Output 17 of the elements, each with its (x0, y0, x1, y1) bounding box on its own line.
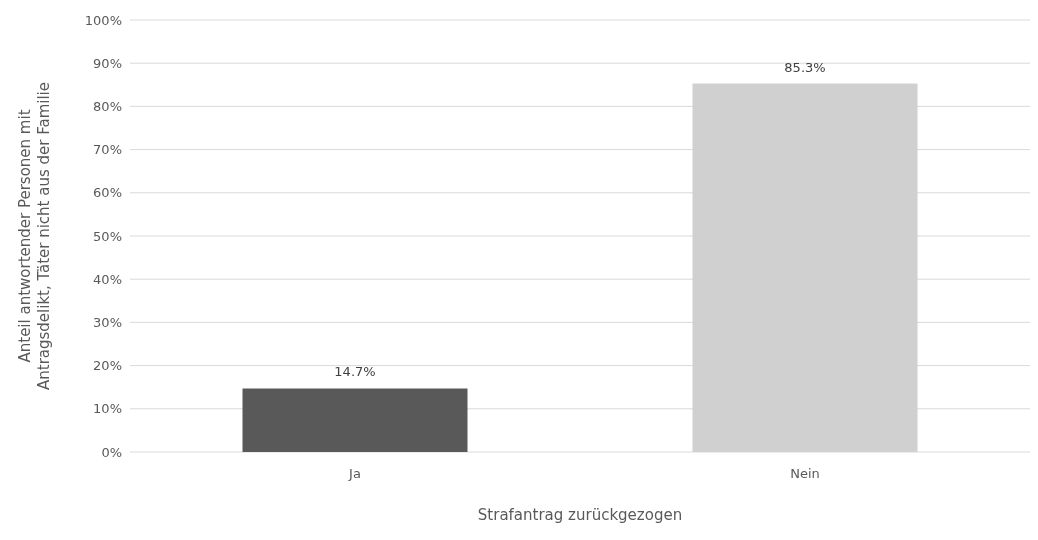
y-tick-label: 10% (93, 401, 122, 417)
y-tick-label: 90% (93, 55, 122, 71)
y-tick-label: 30% (93, 314, 122, 330)
y-tick-label: 100% (84, 12, 122, 28)
x-tick-label: Nein (790, 466, 820, 481)
y-tick-label: 50% (93, 228, 122, 244)
y-tick-label: 20% (93, 358, 122, 374)
y-tick-label: 60% (93, 185, 122, 201)
x-axis-title: Strafantrag zurückgezogen (477, 506, 683, 524)
y-tick-label: 70% (93, 142, 122, 158)
y-axis-title: Anteil antwortender Personen mit Antragsdelikt, Täter nicht aus der Familie (16, 81, 53, 391)
y-tick-label: 40% (93, 271, 122, 287)
y-tick-label: 0% (101, 444, 122, 460)
x-tick-label: Ja (348, 466, 361, 481)
data-label: 14.7% (334, 364, 376, 380)
data-label: 85.3% (784, 59, 826, 75)
y-tick-label: 80% (93, 98, 122, 114)
